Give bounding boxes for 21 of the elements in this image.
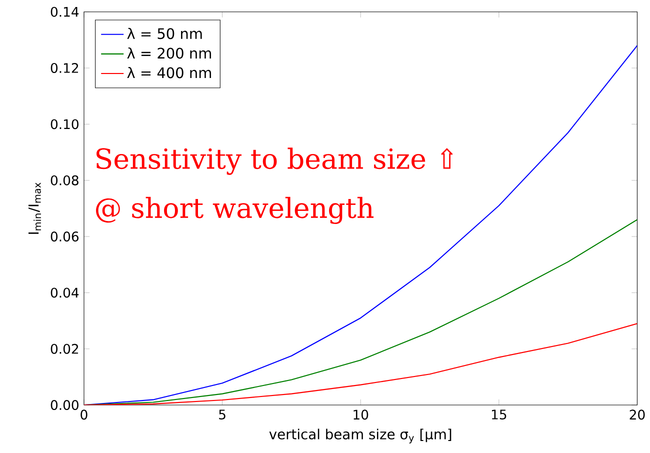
y-tick-label: 0.02 (50, 344, 78, 354)
legend-label: λ = 400 nm (127, 66, 211, 78)
y-tick-label: 0.12 (50, 62, 78, 73)
legend-label: λ = 200 nm (127, 47, 211, 58)
line-series (84, 322, 638, 405)
x-tick-label: 10 (354, 409, 368, 420)
y-tick-label: 0.10 (50, 118, 78, 129)
y-tick-label: 0.00 (50, 400, 78, 410)
y-tick-label: 0.14 (50, 6, 79, 17)
annotation: Sensitivity to beam size ⇧ (96, 147, 453, 175)
x-tick-label: 15 (492, 409, 506, 420)
y-tick-label: 0.08 (50, 175, 78, 186)
x-tick-label: 20 (630, 409, 645, 420)
y-axis-title: I$_{min}$/I$_{max}$ (28, 182, 41, 234)
x-tick-label: 5 (219, 409, 226, 420)
x-tick-label: 0 (80, 409, 88, 420)
annotation: @ short wavelength (96, 196, 374, 224)
y-tick-label: 0.06 (50, 231, 79, 242)
legend-label: λ = 50 nm (127, 28, 202, 39)
x-axis-title: vertical beam size σ$_{y}$ [μm] (269, 428, 452, 444)
y-tick-label: 0.04 (50, 287, 79, 298)
